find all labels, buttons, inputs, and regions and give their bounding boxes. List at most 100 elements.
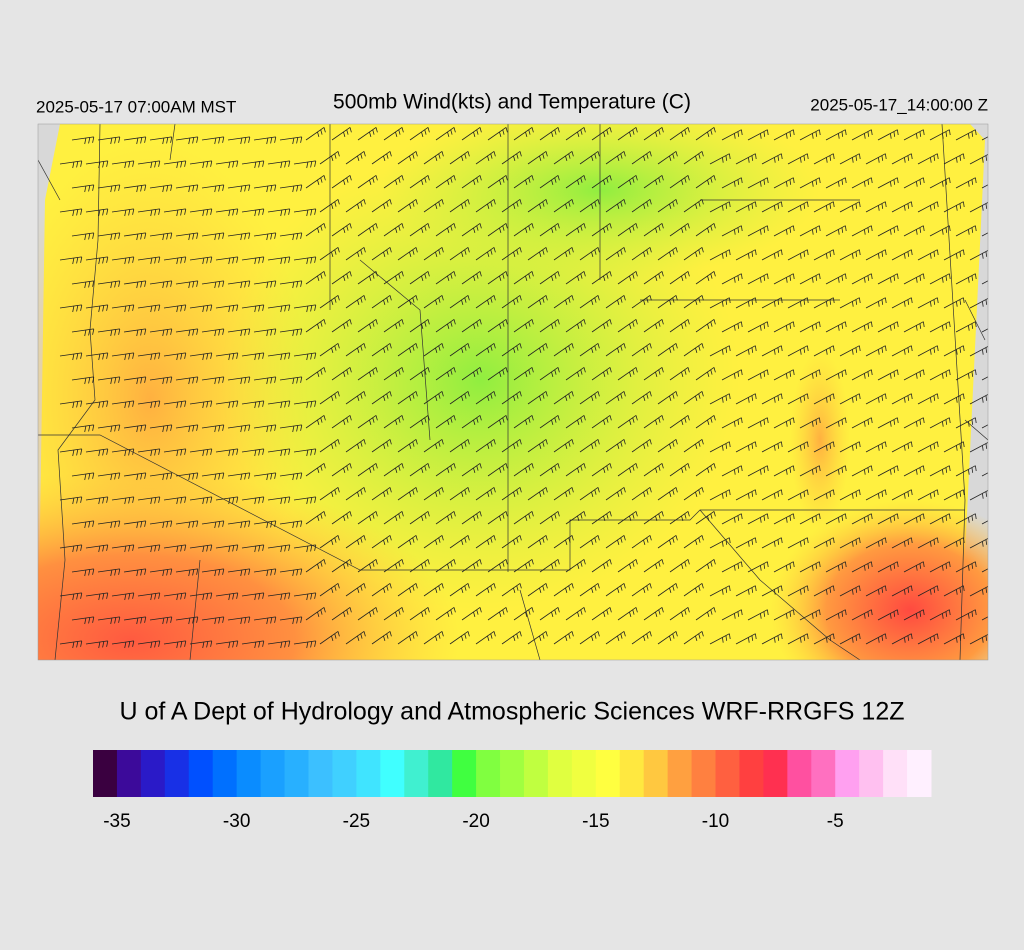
wind-barb: [917, 537, 939, 549]
wind-barb: [397, 295, 418, 309]
wind-barb: [175, 280, 199, 289]
wind-barb: [501, 439, 522, 453]
wind-barb: [383, 607, 404, 621]
wind-barb: [487, 175, 508, 189]
wind-barb: [189, 352, 213, 361]
wind-barb: [943, 489, 965, 501]
wind-barb: [163, 592, 187, 601]
wind-barb: [527, 487, 548, 501]
wind-barb: [435, 319, 456, 333]
wind-barb: [175, 472, 199, 481]
wind-barb: [201, 424, 225, 433]
wind-barb: [189, 304, 213, 313]
color-swatch: [236, 750, 262, 797]
wind-barb: [423, 343, 444, 357]
wind-barb: [59, 256, 83, 265]
wind-barb: [189, 400, 213, 409]
wind-barb: [773, 465, 795, 477]
wind-barb: [241, 256, 265, 265]
wind-barb: [955, 369, 977, 381]
wind-barb: [371, 583, 392, 597]
wind-barb: [137, 448, 161, 457]
wind-barb: [253, 616, 277, 625]
wind-barb: [59, 304, 83, 313]
wind-barb: [929, 513, 951, 525]
wind-barb: [969, 249, 988, 261]
wind-barb: [617, 559, 638, 573]
wind-barb: [851, 225, 873, 237]
wind-barb: [449, 343, 470, 357]
wind-barb: [215, 544, 239, 553]
wind-barb: [501, 391, 522, 405]
wind-barb: [721, 177, 743, 189]
wind-barb: [721, 465, 743, 477]
wind-barb: [409, 127, 430, 141]
wind-barb: [319, 583, 340, 597]
wind-barb: [397, 487, 418, 501]
wind-barb: [773, 417, 795, 429]
wind-barb: [475, 343, 496, 357]
color-swatch: [595, 750, 621, 797]
wind-barb: [149, 616, 173, 625]
wind-barb: [643, 559, 664, 573]
wind-barb: [149, 184, 173, 193]
wind-barb: [709, 537, 731, 549]
wind-barb: [631, 583, 652, 597]
wind-barb: [279, 568, 303, 577]
wind-barb: [475, 583, 496, 597]
wind-barb: [539, 511, 560, 525]
wind-barb: [669, 511, 690, 525]
wind-barb: [331, 463, 352, 477]
wind-barb: [149, 136, 173, 145]
wind-barb: [293, 592, 317, 601]
wind-barb: [423, 487, 444, 501]
wind-barb: [617, 175, 638, 189]
wind-barb: [669, 559, 690, 573]
wind-barb: [137, 400, 161, 409]
wind-barb: [305, 463, 326, 477]
wind-barb: [163, 160, 187, 169]
wind-barb: [669, 367, 690, 381]
wind-barb: [293, 496, 317, 505]
wind-barb: [305, 271, 326, 285]
wind-barb: [929, 225, 951, 237]
wind-barb: [851, 609, 873, 621]
color-swatch: [212, 750, 238, 797]
wind-barb: [709, 585, 731, 597]
wind-barb: [435, 607, 456, 621]
wind-barb: [825, 321, 847, 333]
wind-barb: [461, 175, 482, 189]
wind-barb: [539, 463, 560, 477]
wind-barb: [683, 487, 704, 501]
wind-barb: [345, 535, 366, 549]
wind-barb: [513, 271, 534, 285]
wind-barb: [799, 513, 821, 525]
wind-barb: [643, 463, 664, 477]
wind-barb: [799, 609, 821, 621]
wind-barb: [163, 352, 187, 361]
wind-barb: [501, 247, 522, 261]
wind-barb: [527, 631, 548, 645]
wind-barb: [787, 249, 809, 261]
wind-barb: [565, 559, 586, 573]
wind-barb: [617, 223, 638, 237]
wind-barb: [735, 393, 757, 405]
wind-barb: [761, 489, 783, 501]
wind-barb: [539, 559, 560, 573]
wind-barb: [175, 424, 199, 433]
wind-barb: [955, 321, 977, 333]
colorbar-tick-label: -25: [343, 811, 370, 832]
wind-barb: [111, 496, 135, 505]
wind-barb: [123, 184, 147, 193]
wind-barb: [189, 640, 213, 649]
color-swatch: [667, 750, 693, 797]
wind-barb: [409, 511, 430, 525]
wind-barb: [709, 297, 731, 309]
wind-barb: [929, 561, 951, 573]
wind-barb: [877, 225, 899, 237]
wind-barb: [59, 160, 83, 169]
wind-barb: [331, 271, 352, 285]
wind-barb: [943, 345, 965, 357]
wind-barb: [617, 271, 638, 285]
wind-barb: [409, 367, 430, 381]
